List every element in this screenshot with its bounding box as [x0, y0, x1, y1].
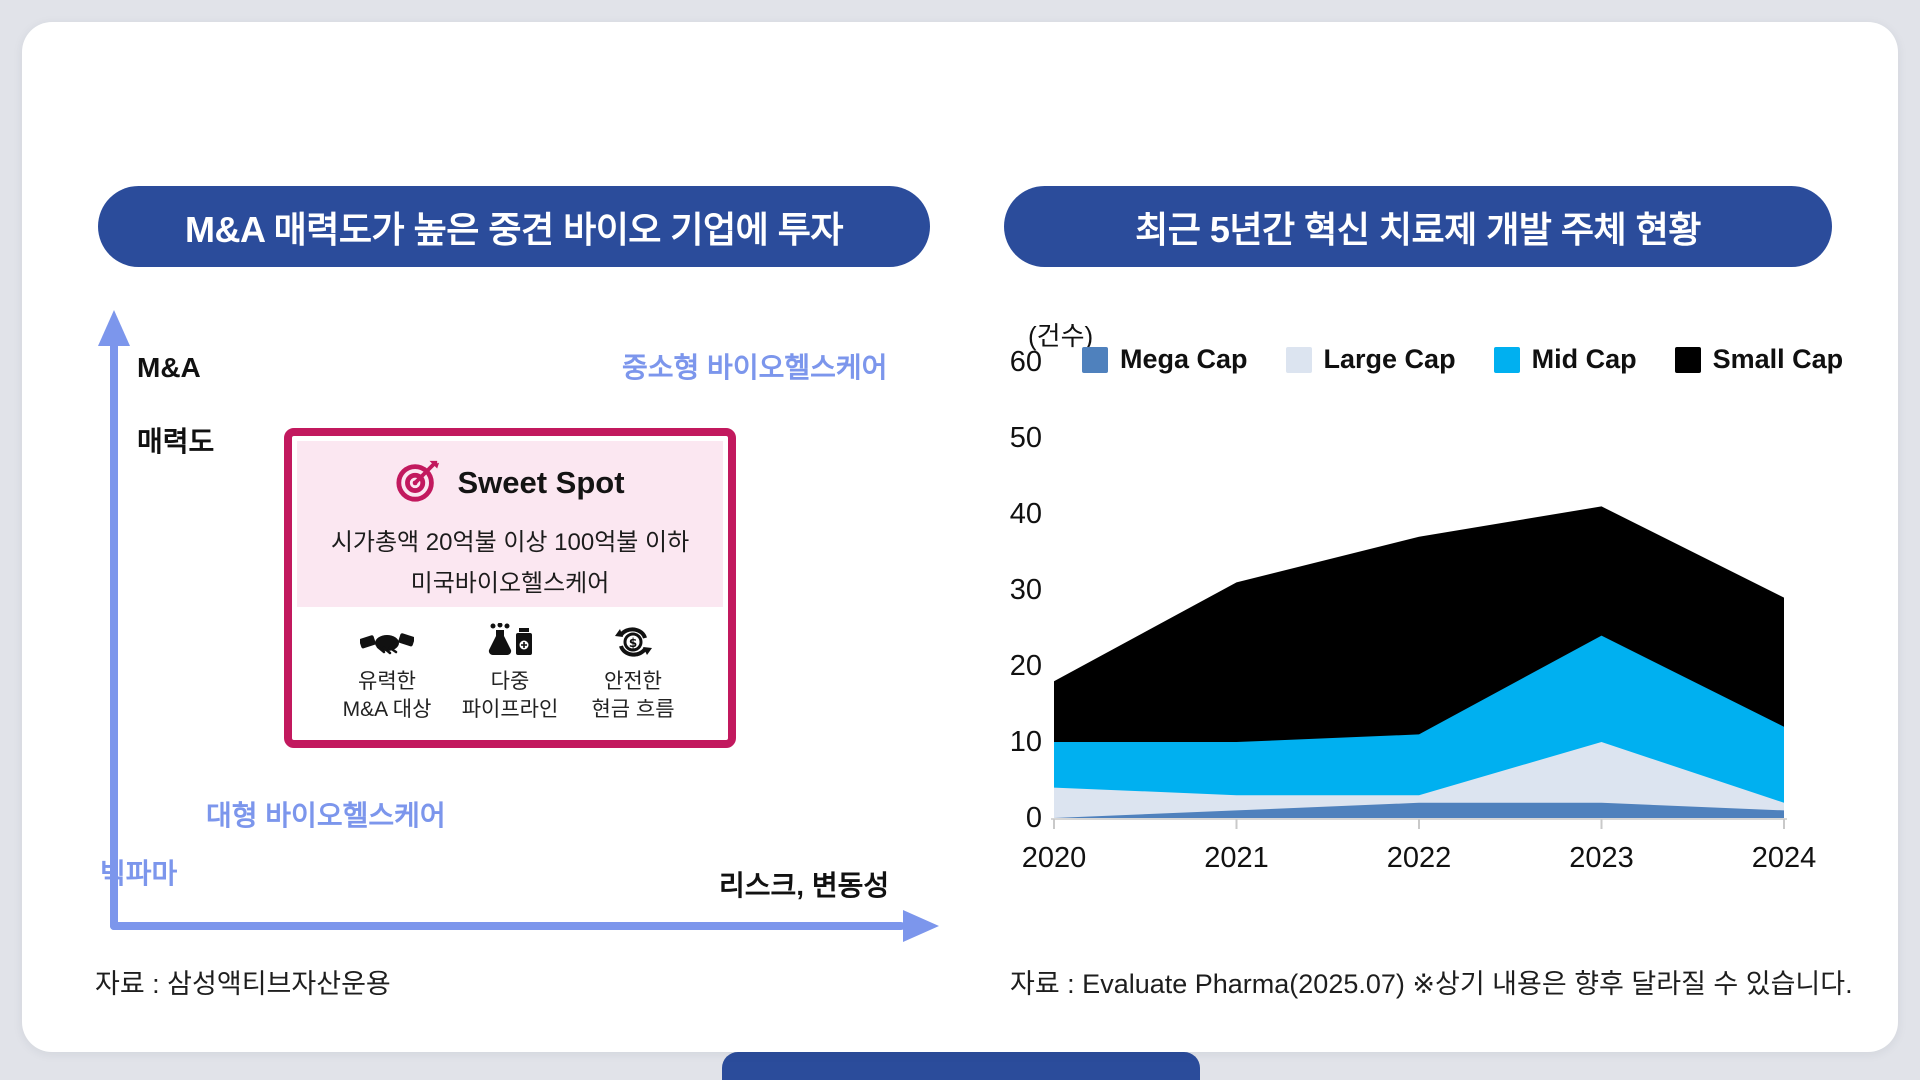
feature-label: 안전한 현금 흐름: [591, 670, 675, 721]
feature-label: 다중 파이프라인: [461, 670, 559, 721]
legend-label-large-cap: Large Cap: [1323, 344, 1456, 374]
right-source-note: 자료 : Evaluate Pharma(2025.07) ※상기 내용은 향후…: [1010, 969, 1853, 999]
sweet-spot-features-section: 유력한 M&A 대상 다중 파이프라인: [297, 607, 723, 735]
legend-swatch-small-cap: [1674, 346, 1701, 373]
area-series-mega-cap: [1054, 802, 1784, 818]
handshake-icon: [327, 621, 447, 661]
target-icon: [395, 457, 441, 508]
legend-label-mega-cap: Mega Cap: [1120, 344, 1248, 374]
feature-ma-target: 유력한 M&A 대상: [327, 621, 447, 723]
y-tick-label-30: 30: [1009, 574, 1042, 606]
legend-item-mega-cap: Mega Cap: [1082, 344, 1248, 375]
y-tick-label-60: 60: [1009, 346, 1042, 378]
feature-cash-flow: $ 안전한 현금 흐름: [573, 621, 693, 723]
legend-swatch-large-cap: [1285, 346, 1312, 373]
y-axis-arrowhead-icon: [98, 310, 130, 346]
left-source-note: 자료 : 삼성액티브자산운용: [95, 969, 391, 999]
left-panel-title: M&A 매력도가 높은 중견 바이오 기업에 투자: [98, 186, 930, 267]
legend-item-large-cap: Large Cap: [1285, 344, 1456, 375]
x-tick-label-2023: 2023: [1569, 842, 1634, 874]
sweet-spot-line1: 시가총액 20억불 이상 100억불 이하: [330, 529, 690, 556]
legend-swatch-mid-cap: [1493, 346, 1520, 373]
y-tick-label-50: 50: [1009, 422, 1042, 454]
area-series-large-cap: [1054, 742, 1784, 818]
feature-label: 유력한 M&A 대상: [342, 670, 432, 721]
y-axis-caption-line2: 매력도: [137, 425, 215, 457]
y-tick-label-40: 40: [1009, 498, 1042, 530]
right-panel-title-text: 최근 5년간 혁신 치료제 개발 주체 현황: [1135, 208, 1701, 250]
sweet-spot-box: Sweet Spot 시가총액 20억불 이상 100억불 이하 미국바이오헬스…: [284, 428, 736, 748]
x-axis-caption: 리스크, 변동성: [719, 870, 890, 901]
svg-text:$: $: [629, 636, 637, 650]
y-axis-caption: M&A 매력도: [137, 350, 214, 461]
x-tick-label-2020: 2020: [1021, 842, 1087, 874]
x-tick-label-2024: 2024: [1751, 842, 1817, 874]
legend-label-small-cap: Small Cap: [1712, 344, 1844, 374]
y-axis-caption-line1: M&A: [137, 352, 201, 383]
y-tick-label-20: 20: [1009, 650, 1042, 682]
sweet-spot-header-section: Sweet Spot 시가총액 20억불 이상 100억불 이하 미국바이오헬스…: [297, 441, 723, 607]
x-axis-arrowhead-icon: [903, 910, 939, 942]
cash-cycle-icon: $: [573, 621, 693, 661]
stacked-area-plot: [1051, 506, 1787, 829]
bottom-accent-tab: [722, 1052, 1200, 1080]
x-axis-arrow-line: [110, 922, 905, 930]
y-tick-label-10: 10: [1009, 726, 1042, 758]
chart-unit-label: (건수): [1028, 321, 1094, 351]
right-panel-title: 최근 5년간 혁신 치료제 개발 주체 현황: [1004, 186, 1832, 267]
label-big-pharma: 빅파마: [100, 858, 178, 889]
x-tick-label-2022: 2022: [1386, 842, 1452, 874]
label-large-biohealthcare: 대형 바이오헬스케어: [206, 800, 446, 831]
y-tick-label-0: 0: [1025, 802, 1042, 834]
legend-item-mid-cap: Mid Cap: [1493, 344, 1637, 375]
chart-legend: Mega Cap Large Cap Mid Cap Small Cap: [1082, 344, 1843, 375]
legend-swatch-mega-cap: [1082, 346, 1108, 373]
legend-label-mid-cap: Mid Cap: [1531, 344, 1637, 374]
y-axis-arrow-line: [110, 342, 118, 930]
x-tick-label-2021: 2021: [1204, 842, 1269, 874]
legend-item-small-cap: Small Cap: [1674, 344, 1844, 375]
sweet-spot-line2: 미국바이오헬스케어: [410, 570, 610, 597]
left-panel-title-text: M&A 매력도가 높은 중견 바이오 기업에 투자: [184, 208, 844, 250]
sweet-spot-title: Sweet Spot: [457, 464, 625, 500]
feature-pipeline: 다중 파이프라인: [450, 621, 570, 723]
label-small-mid-biohealthcare: 중소형 바이오헬스케어: [622, 352, 888, 383]
flask-pipeline-icon: [450, 621, 570, 661]
